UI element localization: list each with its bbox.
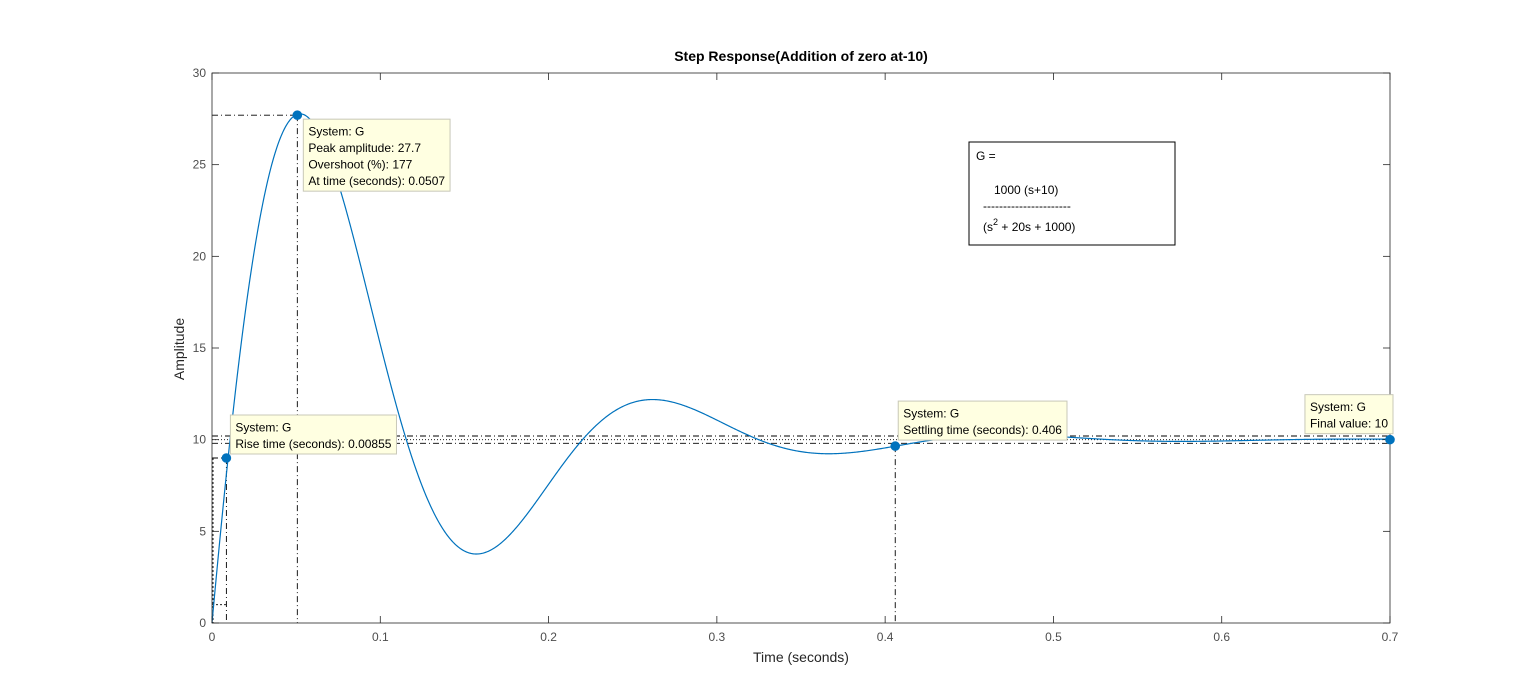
datatip-frame <box>229 414 397 455</box>
transfer-function-box: G = 1000 (s+10) ---------------------- (… <box>968 141 1176 246</box>
response-curve <box>211 113 1391 624</box>
x-tick-label: 0.1 <box>372 630 389 644</box>
eq-denominator-prefix: (s <box>983 220 993 234</box>
datatip-line: Overshoot (%): 177 <box>308 158 412 172</box>
marker-peak[interactable] <box>292 110 303 120</box>
y-tick-label: 25 <box>193 158 207 172</box>
x-tick-label: 0.7 <box>1382 630 1399 644</box>
datatip-line: System: G <box>1310 400 1366 414</box>
datatip-line: System: G <box>235 420 291 434</box>
marker-final[interactable] <box>1385 434 1395 445</box>
datatip-frame <box>302 118 451 192</box>
transfer-function-frame <box>968 141 1176 246</box>
datatip-line: Settling time (seconds): 0.406 <box>903 423 1062 437</box>
y-axis-label: Amplitude <box>171 318 187 380</box>
x-tick-label: 0.5 <box>1045 630 1062 644</box>
eq-denominator-suffix: + 20s + 1000) <box>998 220 1075 234</box>
eq-rule: ---------------------- <box>983 199 1071 213</box>
datatip-line: Peak amplitude: 27.7 <box>308 141 421 155</box>
datatip-line: System: G <box>308 125 364 139</box>
eq-numerator: 1000 (s+10) <box>994 183 1058 197</box>
chart-title: Step Response(Addition of zero at-10) <box>674 48 928 64</box>
datatip-final[interactable]: System: G Final value: 10 <box>1304 394 1394 435</box>
marker-settling[interactable] <box>890 441 901 451</box>
datatip-peak[interactable]: System: G Peak amplitude: 27.7 Overshoot (… <box>302 118 451 192</box>
datatip-frame <box>897 400 1068 441</box>
datatip-frame <box>1304 394 1394 435</box>
marker-rise[interactable] <box>221 453 232 463</box>
datatip-settling[interactable]: System: G Settling time (seconds): 0.406 <box>897 400 1068 441</box>
datatip-rise[interactable]: System: G Rise time (seconds): 0.00855 <box>229 414 397 455</box>
datatip-line: System: G <box>903 406 959 420</box>
eq-denominator-exponent: 2 <box>993 217 998 227</box>
x-tick-label: 0.3 <box>709 630 726 644</box>
x-tick-label: 0.2 <box>540 630 557 644</box>
y-tick-label: 0 <box>199 616 206 630</box>
x-axis-label: Time (seconds) <box>753 649 849 665</box>
eq-lhs: G = <box>976 149 996 163</box>
y-tick-label: 20 <box>193 249 207 263</box>
datatip-line: Rise time (seconds): 0.00855 <box>235 437 391 451</box>
y-tick-label: 10 <box>193 433 207 447</box>
x-tick-label: 0 <box>209 630 216 644</box>
reference-lines <box>212 114 1390 623</box>
y-tick-label: 5 <box>199 524 206 538</box>
datatip-line: At time (seconds): 0.0507 <box>308 174 445 188</box>
y-tick-label: 15 <box>193 341 207 355</box>
datatip-line: Final value: 10 <box>1310 417 1388 431</box>
x-tick-label: 0.6 <box>1213 630 1230 644</box>
x-tick-label: 0.4 <box>877 630 894 644</box>
y-tick-label: 30 <box>193 66 207 80</box>
data-markers <box>221 110 1395 463</box>
axis-ticks: 0 0.1 0.2 0.3 0.4 0.5 0.6 0.7 0 5 10 15 20 25 30 <box>193 66 1399 644</box>
eq-denominator: (s2 + 20s + 1000) <box>983 217 1075 234</box>
